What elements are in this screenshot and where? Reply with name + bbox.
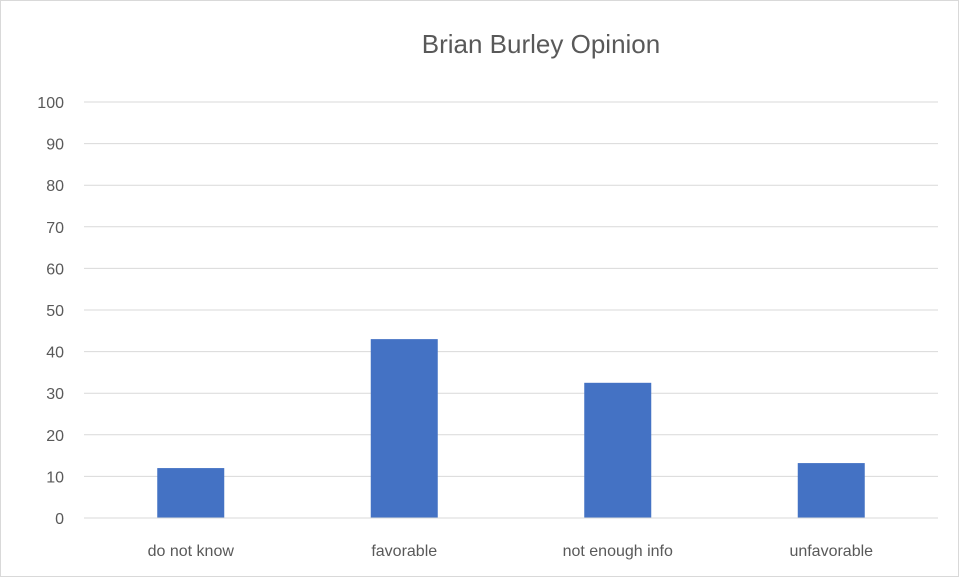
x-tick-label: favorable xyxy=(371,543,437,560)
bar xyxy=(370,339,438,518)
y-tick-label: 20 xyxy=(46,428,64,445)
x-tick-label: do not know xyxy=(148,543,235,560)
bar xyxy=(797,463,865,518)
y-tick-label: 60 xyxy=(46,261,64,278)
y-tick-label: 100 xyxy=(37,95,64,112)
y-tick-label: 90 xyxy=(46,137,64,154)
y-tick-label: 50 xyxy=(46,303,64,320)
x-tick-label: unfavorable xyxy=(789,543,873,560)
chart-title: Brian Burley Opinion xyxy=(421,29,661,59)
bar xyxy=(157,468,225,518)
y-tick-label: 30 xyxy=(46,386,64,403)
y-tick-label: 10 xyxy=(46,469,64,486)
y-tick-label: 40 xyxy=(46,345,64,362)
y-tick-label: 0 xyxy=(55,511,64,528)
y-tick-label: 80 xyxy=(46,178,64,195)
y-tick-label: 70 xyxy=(46,220,64,237)
x-tick-label: not enough info xyxy=(563,543,673,560)
bar xyxy=(584,382,652,518)
